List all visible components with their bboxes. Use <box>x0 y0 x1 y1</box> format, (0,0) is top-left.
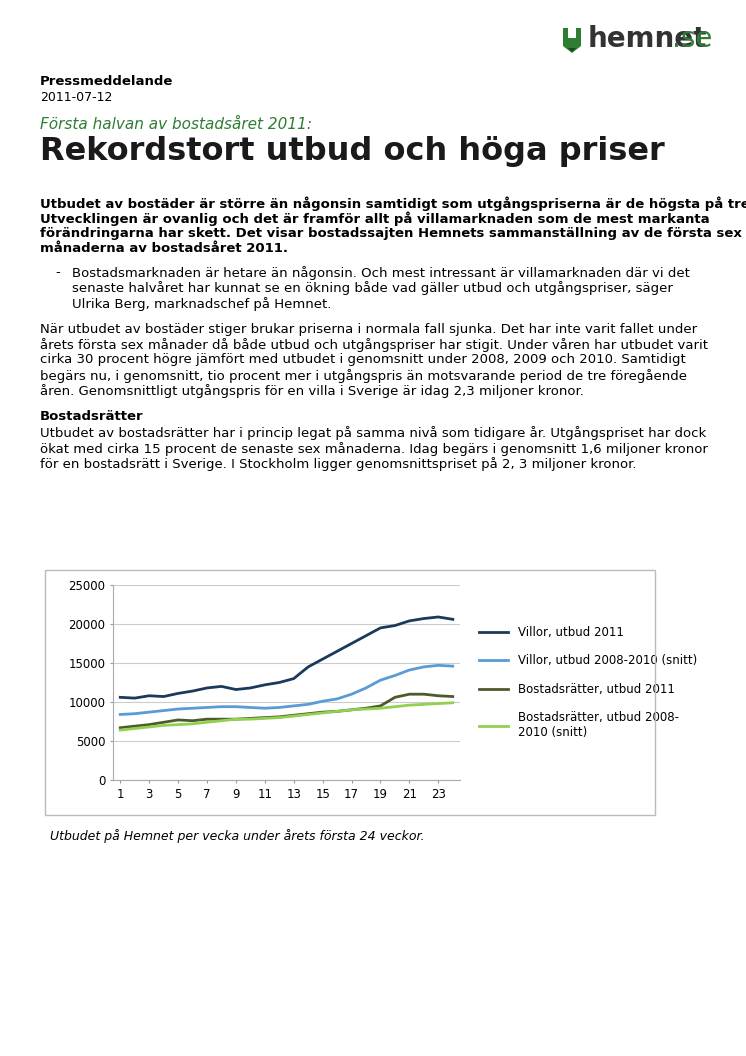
Text: Bostadsmarknaden är hetare än någonsin. Och mest intressant är villamarknaden dä: Bostadsmarknaden är hetare än någonsin. … <box>72 266 690 280</box>
Text: -: - <box>55 266 60 279</box>
Text: årets första sex månader då både utbud och utgångspriser har stigit. Under våren: årets första sex månader då både utbud o… <box>40 338 708 352</box>
Text: Utbudet på Hemnet per vecka under årets första 24 veckor.: Utbudet på Hemnet per vecka under årets … <box>50 829 424 843</box>
Text: Ulrika Berg, marknadschef på Hemnet.: Ulrika Berg, marknadschef på Hemnet. <box>72 297 331 310</box>
Polygon shape <box>568 29 576 38</box>
Text: åren. Genomsnittligt utgångspris för en villa i Sverige är idag 2,3 miljoner kro: åren. Genomsnittligt utgångspris för en … <box>40 384 584 398</box>
Text: hemnet: hemnet <box>588 25 707 53</box>
Polygon shape <box>568 48 576 52</box>
Text: .se: .se <box>672 25 712 53</box>
Text: Utbudet av bostäder är större än någonsin samtidigt som utgångspriserna är de hö: Utbudet av bostäder är större än någonsi… <box>40 196 746 210</box>
Text: Utbudet av bostadsrätter har i princip legat på samma nivå som tidigare år. Utgå: Utbudet av bostadsrätter har i princip l… <box>40 427 706 440</box>
Text: månaderna av bostadsåret 2011.: månaderna av bostadsåret 2011. <box>40 243 288 256</box>
Text: Utvecklingen är ovanlig och det är framför allt på villamarknaden som de mest ma: Utvecklingen är ovanlig och det är framf… <box>40 211 709 226</box>
Text: förändringarna har skett. Det visar bostadssajten Hemnets sammanställning av de : förändringarna har skett. Det visar bost… <box>40 227 742 240</box>
Text: för en bostadsrätt i Sverige. I Stockholm ligger genomsnittspriset på 2, 3 miljo: för en bostadsrätt i Sverige. I Stockhol… <box>40 457 636 471</box>
Text: Bostadsrätter: Bostadsrätter <box>40 410 144 423</box>
Polygon shape <box>563 29 581 53</box>
Text: När utbudet av bostäder stiger brukar priserna i normala fall sjunka. Det har in: När utbudet av bostäder stiger brukar pr… <box>40 322 697 336</box>
Text: ökat med cirka 15 procent de senaste sex månaderna. Idag begärs i genomsnitt 1,6: ökat med cirka 15 procent de senaste sex… <box>40 442 708 456</box>
Text: 2011-07-12: 2011-07-12 <box>40 91 113 103</box>
Text: Rekordstort utbud och höga priser: Rekordstort utbud och höga priser <box>40 136 665 167</box>
Text: senaste halvåret har kunnat se en ökning både vad gäller utbud och utgångspriser: senaste halvåret har kunnat se en ökning… <box>72 282 673 296</box>
Text: Pressmeddelande: Pressmeddelande <box>40 75 173 88</box>
Text: Första halvan av bostadsåret 2011:: Första halvan av bostadsåret 2011: <box>40 117 312 132</box>
Text: cirka 30 procent högre jämfört med utbudet i genomsnitt under 2008, 2009 och 201: cirka 30 procent högre jämfört med utbud… <box>40 354 686 366</box>
Legend: Villor, utbud 2011, Villor, utbud 2008-2010 (snitt), Bostadsrätter, utbud 2011, : Villor, utbud 2011, Villor, utbud 2008-2… <box>474 621 701 743</box>
Text: begärs nu, i genomsnitt, tio procent mer i utgångspris än motsvarande period de : begärs nu, i genomsnitt, tio procent mer… <box>40 369 687 383</box>
